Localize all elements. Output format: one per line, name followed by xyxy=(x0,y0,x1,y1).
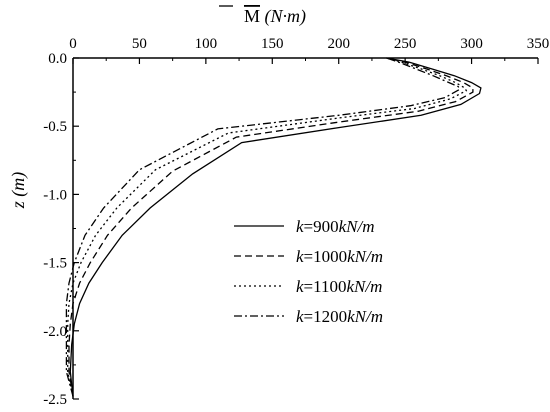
series-line-1 xyxy=(68,57,474,397)
y-tick-label: 0.0 xyxy=(48,51,67,67)
x-axis-title: M (N·m) xyxy=(244,6,306,27)
y-tick-label: -2.5 xyxy=(43,392,67,408)
x-tick-label: 0 xyxy=(69,36,77,52)
x-tick-label: 250 xyxy=(394,36,417,52)
x-tick-label: 300 xyxy=(460,36,483,52)
legend-label-0: k=900kN/m xyxy=(296,217,375,236)
x-tick-label: 150 xyxy=(261,36,284,52)
series-layer xyxy=(65,57,482,397)
axes: 0 50 100 150 200 250 300 350 0.0 -0.5 -1.0 -1.5 -2.0… xyxy=(8,5,550,408)
x-tick-label: 350 xyxy=(527,36,550,52)
series-line-0 xyxy=(69,57,482,397)
y-tick-label: -1.5 xyxy=(43,256,67,272)
legend: k=900kN/m k=1000kN/m k=1100kN/m k=1200kN/m xyxy=(234,217,383,326)
series-line-2 xyxy=(67,57,468,397)
y-axis-title: z (m) xyxy=(8,172,29,210)
legend-label-3: k=1200kN/m xyxy=(296,307,383,326)
y-tick-label: -1.0 xyxy=(43,187,67,203)
x-tick-label: 100 xyxy=(195,36,218,52)
x-tick-label: 50 xyxy=(132,36,147,52)
x-tick-label: 200 xyxy=(327,36,350,52)
y-tick-label: -0.5 xyxy=(43,119,67,135)
series-line-3 xyxy=(65,57,461,397)
y-tick-label: -2.0 xyxy=(43,324,67,340)
legend-label-2: k=1100kN/m xyxy=(296,277,382,296)
legend-label-1: k=1000kN/m xyxy=(296,247,383,266)
